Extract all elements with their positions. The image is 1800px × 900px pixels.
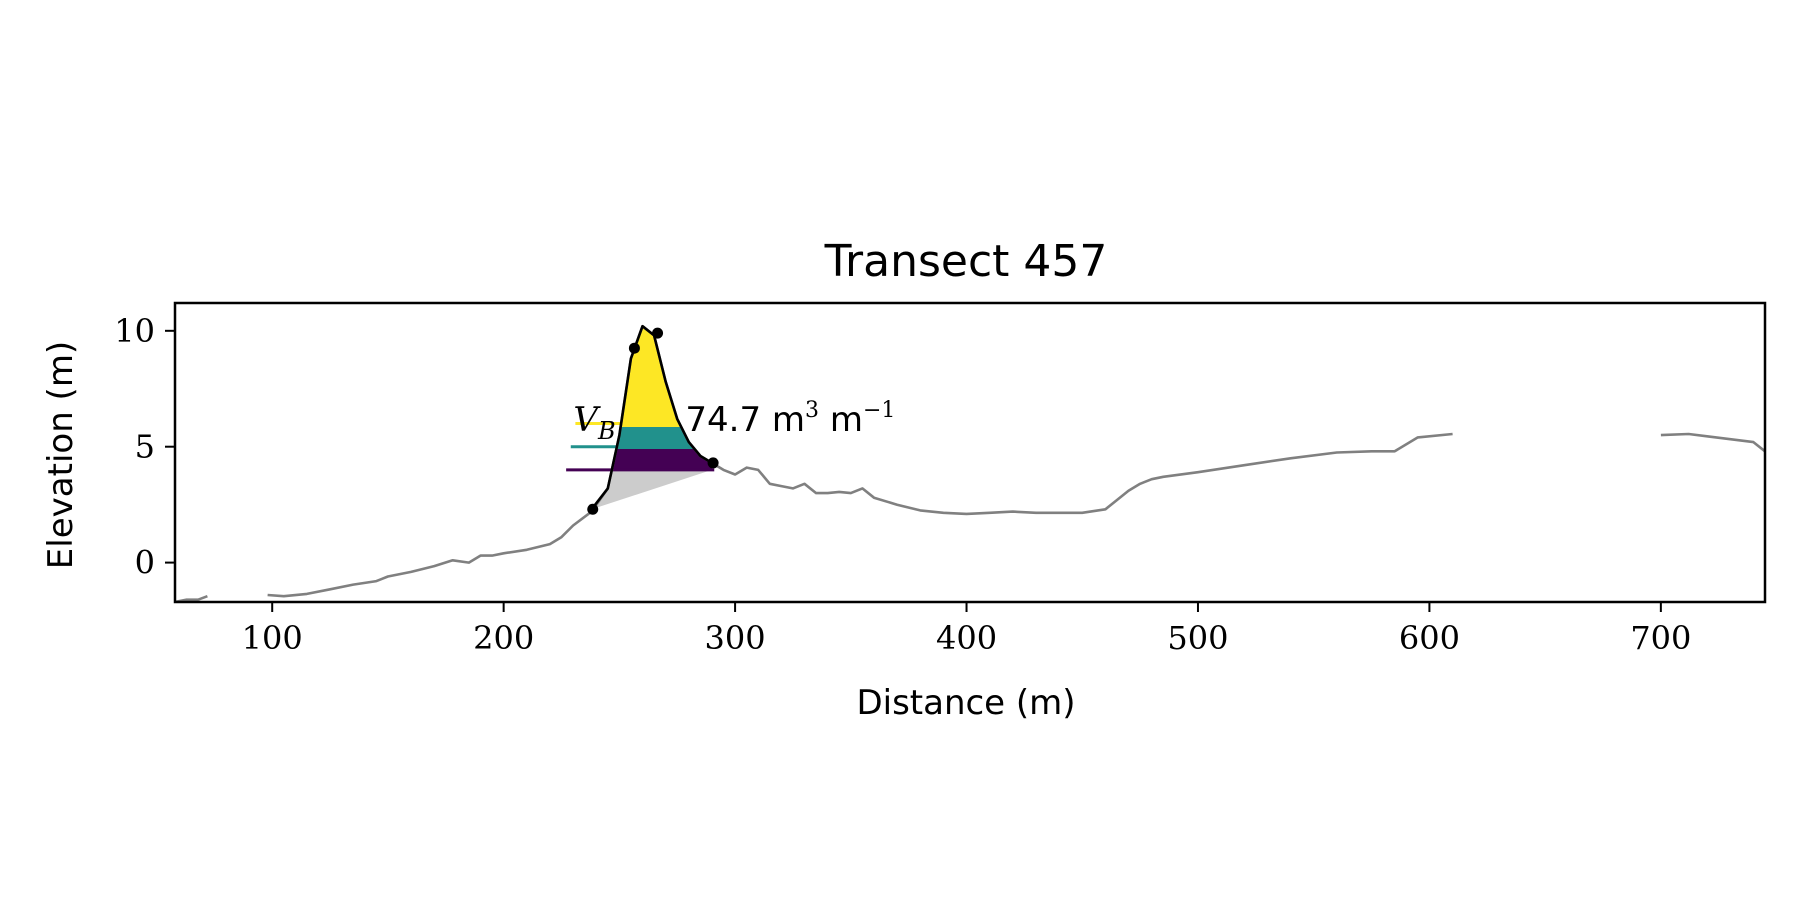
- volume-unit-sup2: −1: [863, 398, 895, 423]
- y-axis-label: Elevation (m): [41, 341, 81, 569]
- series-lines: [175, 324, 1765, 602]
- volume-symbol: VB: [573, 400, 615, 445]
- volume-band-0: [620, 326, 682, 427]
- dune-points: [587, 327, 719, 515]
- y-tick-label: 10: [114, 312, 155, 350]
- volume-annotation: VB 74.7 m3 m−1: [573, 398, 895, 445]
- dune-volume-fills: [591, 326, 712, 510]
- dune-point-0: [587, 503, 599, 515]
- chart-title: Transect 457: [824, 236, 1108, 287]
- x-tick-label: 600: [1399, 619, 1460, 657]
- lower-volume-fill: [591, 469, 712, 510]
- volume-value: 74.7 m3 m−1: [685, 398, 895, 440]
- x-tick-label: 200: [473, 619, 534, 657]
- volume-symbol-sub: B: [597, 417, 616, 445]
- x-tick-label: 300: [705, 619, 766, 657]
- x-tick-label: 400: [936, 619, 997, 657]
- volume-band-2: [611, 449, 712, 470]
- dune-point-1: [628, 342, 640, 354]
- volume-value-number: 74.7 m: [685, 400, 805, 440]
- volume-unit-sup1: 3: [805, 398, 819, 423]
- x-axis-ticks: 100 200 300 400 500 600 700: [242, 602, 1691, 657]
- volume-symbol-main: V: [573, 400, 601, 440]
- y-axis-ticks: 0 5 10: [114, 312, 175, 582]
- y-tick-label: 5: [135, 428, 155, 466]
- profile-line: [175, 324, 1765, 602]
- volume-unit-mid: m: [819, 400, 863, 440]
- plot-frame: [173, 301, 1767, 604]
- x-tick-label: 700: [1630, 619, 1691, 657]
- dune-point-3: [707, 457, 719, 469]
- x-tick-label: 500: [1167, 619, 1228, 657]
- x-tick-label: 100: [242, 619, 303, 657]
- y-tick-label: 0: [135, 544, 155, 582]
- dune-point-2: [652, 327, 664, 339]
- x-axis-label: Distance (m): [856, 683, 1075, 723]
- volume-band-1: [616, 427, 695, 449]
